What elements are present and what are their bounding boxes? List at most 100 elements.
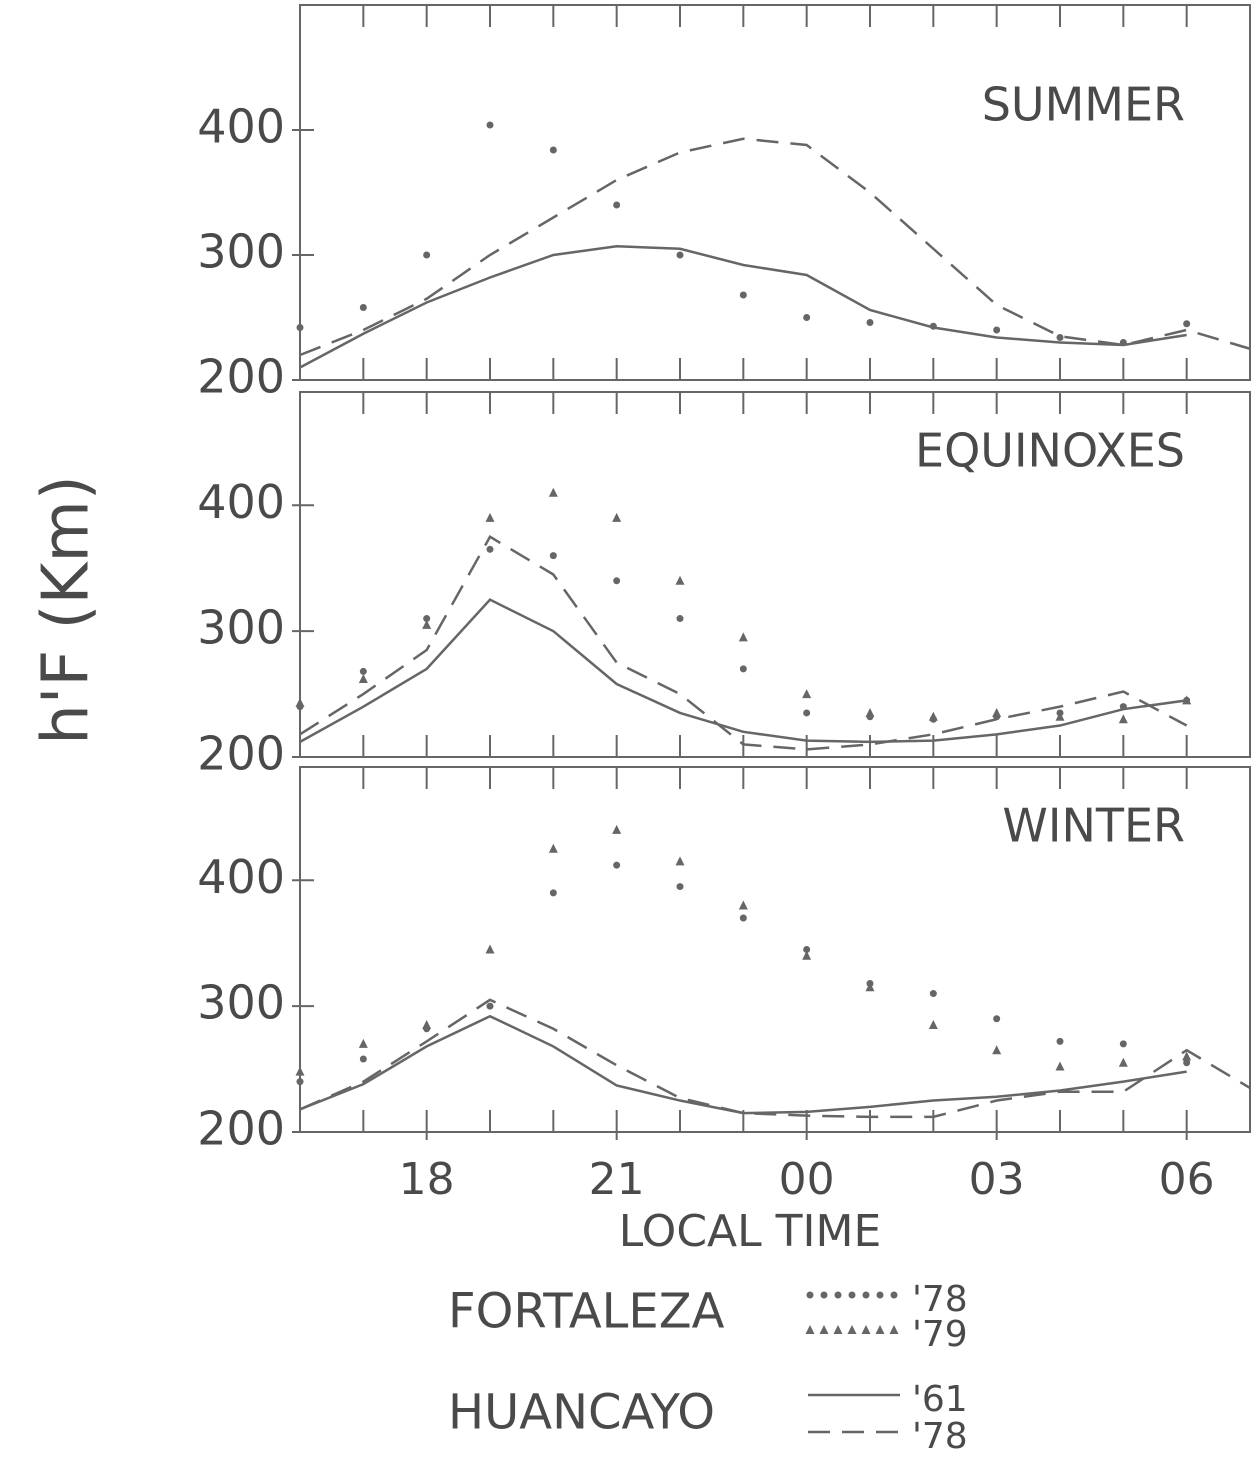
y-axis-label: h'F (Km) xyxy=(30,475,104,745)
data-point xyxy=(548,487,558,497)
legend-label: '61 xyxy=(912,1379,968,1420)
data-point xyxy=(359,667,367,675)
data-point xyxy=(1055,711,1065,721)
legend-swatch xyxy=(847,1325,857,1334)
data-line xyxy=(299,137,1251,357)
data-point xyxy=(803,709,811,717)
data-point xyxy=(423,615,431,623)
legend-swatch xyxy=(890,1291,898,1299)
data-point xyxy=(358,1038,368,1048)
data-point xyxy=(866,319,874,326)
data-point xyxy=(993,1015,1001,1023)
y-tick-label: 200 xyxy=(197,350,285,404)
panel-title: SUMMER xyxy=(982,78,1185,132)
data-point xyxy=(675,575,685,585)
data-point xyxy=(865,707,875,717)
data-point xyxy=(739,914,747,922)
x-tick-label: 03 xyxy=(969,1154,1025,1205)
data-point xyxy=(549,146,557,154)
plot-frame xyxy=(299,391,1251,758)
y-tick-label: 200 xyxy=(197,727,285,781)
panel-title: EQUINOXES xyxy=(915,424,1185,478)
data-point xyxy=(1119,1040,1127,1048)
data-point xyxy=(613,861,621,869)
y-tick-label: 300 xyxy=(197,225,285,279)
y-tick-label: 400 xyxy=(197,475,285,529)
data-point xyxy=(739,291,747,299)
data-point xyxy=(358,673,368,683)
data-point xyxy=(1055,1061,1065,1071)
data-point xyxy=(296,1078,304,1086)
data-point xyxy=(1056,334,1064,341)
legend-swatch xyxy=(834,1291,842,1299)
data-point xyxy=(423,251,431,259)
plot-frame xyxy=(299,4,1251,381)
data-point xyxy=(548,843,558,853)
legend-group: HUANCAYO xyxy=(448,1385,715,1441)
legend-swatch xyxy=(833,1325,843,1334)
data-point xyxy=(803,314,811,321)
legend-swatch xyxy=(819,1325,829,1334)
legend-swatch xyxy=(806,1291,814,1299)
data-point xyxy=(486,121,494,129)
legend-label: '78 xyxy=(912,1416,968,1457)
plot-frame xyxy=(299,766,1251,1133)
data-point xyxy=(295,1066,305,1076)
x-tick-label: 00 xyxy=(779,1154,835,1205)
data-point xyxy=(1182,695,1192,705)
legend-label: '79 xyxy=(912,1314,968,1355)
y-tick-label: 300 xyxy=(197,601,285,655)
legend-swatch xyxy=(876,1291,884,1299)
data-point xyxy=(675,856,685,866)
x-tick-label: 21 xyxy=(589,1154,645,1205)
x-axis-label: LOCAL TIME xyxy=(619,1206,882,1257)
data-point xyxy=(1182,1051,1192,1061)
data-point xyxy=(613,577,621,585)
data-point xyxy=(485,944,495,954)
data-line xyxy=(299,535,1188,751)
data-point xyxy=(676,883,684,891)
data-point xyxy=(295,697,305,707)
legend-swatch xyxy=(820,1291,828,1299)
data-point xyxy=(1183,1059,1191,1067)
legend-group: FORTALEZA xyxy=(448,1284,725,1340)
legend-swatch xyxy=(889,1325,899,1334)
data-line xyxy=(299,998,1251,1119)
data-point xyxy=(928,711,938,721)
data-point xyxy=(929,990,937,998)
y-tick-label: 400 xyxy=(197,100,285,154)
data-point xyxy=(676,615,684,623)
data-point xyxy=(802,689,812,699)
data-point xyxy=(422,1020,432,1030)
data-point xyxy=(993,326,1001,334)
data-point xyxy=(549,889,557,897)
data-point xyxy=(992,1045,1002,1055)
legend-swatch xyxy=(861,1325,871,1334)
data-point xyxy=(738,900,748,910)
data-point xyxy=(422,619,432,629)
data-point xyxy=(802,950,812,960)
legend-swatch xyxy=(862,1291,870,1299)
data-line xyxy=(299,1014,1187,1115)
legend-swatch xyxy=(848,1291,856,1299)
x-tick-label: 06 xyxy=(1159,1154,1215,1205)
y-tick-label: 200 xyxy=(197,1102,285,1156)
data-point xyxy=(865,982,875,992)
data-point xyxy=(359,304,367,311)
data-point xyxy=(612,512,622,522)
data-point xyxy=(1183,320,1191,328)
data-point xyxy=(612,824,622,834)
panel-title: WINTER xyxy=(1002,799,1185,853)
legend-swatch xyxy=(805,1325,815,1334)
data-point xyxy=(549,552,557,560)
data-point xyxy=(486,545,494,553)
data-point xyxy=(928,1020,938,1030)
data-point xyxy=(1056,1037,1064,1045)
data-point xyxy=(1118,714,1128,724)
legend-label: '78 xyxy=(912,1279,968,1320)
data-line xyxy=(299,244,1187,369)
data-point xyxy=(739,665,747,673)
data-point xyxy=(296,324,304,331)
